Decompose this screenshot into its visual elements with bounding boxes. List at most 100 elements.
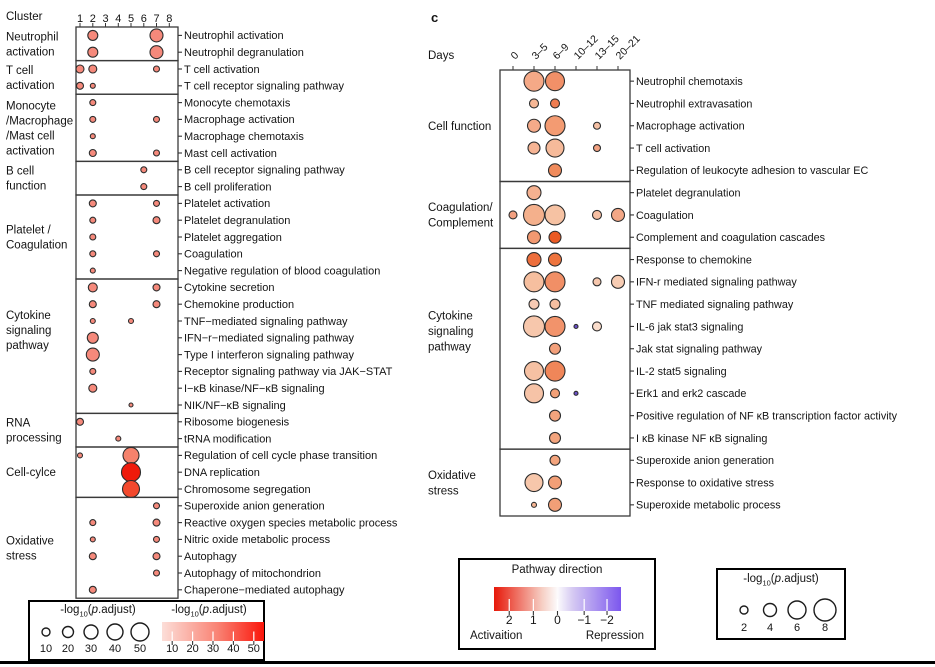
dot [152,300,161,309]
dot [152,502,161,510]
category-label: stress [428,485,459,497]
dot [610,207,626,222]
row-label: TNF−mediated signaling pathway [184,316,348,328]
row-label: Autophagy of mitochondrion [184,568,321,580]
dot [592,277,602,287]
row-label: Nitric oxide metabolic process [184,534,331,546]
legend-size-circle [813,598,837,622]
category-box [75,496,179,599]
dot [75,64,85,74]
dot [524,472,544,493]
dot [89,267,96,274]
legend-scale-value: 10 [166,643,178,655]
size-legend-title: -log10(p.adjust) [60,604,136,619]
category-box [75,160,179,196]
direction-legend-box: Pathway direction 2 1 0 −1 −2 Activaition Re… [458,558,656,650]
dot [152,115,161,123]
row-label: T cell activation [184,64,260,76]
dot [89,115,97,123]
dot [75,417,85,426]
column-label: 20–21 [614,33,643,62]
category-box [499,448,631,517]
row-label: Response to oxidative stress [636,477,775,489]
dot [88,148,97,158]
row-label: Coagulation [636,210,694,222]
column-label: 5 [128,13,134,25]
row-label: Mast cell activation [184,148,277,160]
legend-size-value: 8 [822,622,828,634]
category-label: signaling [428,326,473,338]
column-label: 6–9 [551,41,572,62]
legend-scale-value: 30 [207,643,219,655]
legend-size-value: 40 [109,643,121,655]
category-label: Coagulation/ [428,202,493,214]
legend-size-value: 2 [741,622,747,634]
dot [87,46,99,58]
dot [88,585,97,594]
dot [527,141,541,155]
dot [592,121,602,130]
dot [75,81,85,90]
dot [149,45,164,60]
category-label: pathway [6,340,49,352]
category-label: Cytokine [6,310,51,322]
dot [152,535,161,543]
row-label: Erk1 and erk2 cascade [636,388,746,400]
category-label: activation [6,80,55,92]
dot [544,115,566,137]
dot [591,209,603,220]
row-label: T cell activation [636,143,710,155]
row-label: TNF mediated signaling pathway [636,299,794,311]
repression-label: Repression [585,630,644,642]
row-label: Negative regulation of blood coagulation [184,265,380,277]
cluster-dotplot: 1 2 3 4 5 6 7 8 Neutrophil activation Neutrophil a… [6,13,398,599]
dot [548,431,562,445]
column-label: 2 [90,13,96,25]
dot [549,298,561,310]
figure-border [0,661,935,664]
row-label: Autophagy [184,551,237,563]
dot [523,360,545,382]
row-label: Regulation of cell cycle phase transitio… [184,450,377,462]
size-legend-right-box: -log10(p.adjust) 2 4 6 8 [716,568,846,640]
dot [547,163,563,178]
dot [544,204,566,226]
dot [88,199,97,208]
category-label: Complement [428,218,494,230]
row-label: IL-2 stat5 signaling [636,366,727,378]
legend-scale-value: 50 [248,643,260,655]
category-label: function [6,181,46,193]
dot [87,282,98,293]
row-label: B cell receptor signaling pathway [184,165,345,177]
dot [152,216,161,225]
legend-scale-value: 0 [554,613,561,627]
dot [523,70,545,92]
dot [522,315,546,338]
category-box [75,412,179,448]
dot [88,383,98,393]
category-label: Coagulation [6,240,67,252]
dot [544,71,566,92]
legend-size-circle [61,625,75,639]
dot [526,118,542,133]
legend-size-circle [787,600,807,620]
dot [549,388,561,399]
legend-size-circle [739,605,749,615]
legend-scale-value: 1 [530,613,537,627]
row-label: Superoxide anion generation [184,501,325,513]
legend-size-value: 20 [62,643,74,655]
row-label: Chaperone−mediated autophagy [184,585,345,597]
category-label: pathway [428,341,471,353]
dot [573,390,579,396]
row-label: Coagulation [184,249,243,261]
row-label: Platelet degranulation [184,215,290,227]
row-label: Macrophage activation [184,114,295,126]
dot [548,342,562,355]
dot [547,252,563,267]
legend-size-value: 50 [134,643,146,655]
dot [549,98,561,109]
row-label: Complement and coagulation cascades [636,232,826,244]
direction-legend-title: Pathway direction [511,564,603,576]
dot [89,250,97,258]
direction-legend-graphics: 2 1 0 −1 −2 [494,587,621,627]
